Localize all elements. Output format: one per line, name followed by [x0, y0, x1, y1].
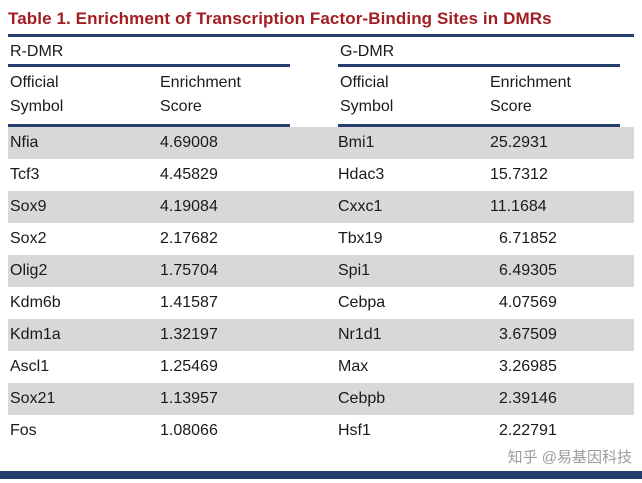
- g-score-cell: 2.39146: [499, 390, 557, 407]
- r-score-cell: 4.69008: [160, 134, 218, 151]
- r-score-cell: 4.45829: [160, 166, 218, 183]
- r-score-cell: 1.13957: [160, 390, 218, 407]
- r-symbol-cell: Tcf3: [10, 166, 40, 183]
- g-score-cell: 11.1684: [490, 198, 547, 215]
- g-score-cell: 4.07569: [499, 294, 557, 311]
- g-score-cell: 15.7312: [490, 166, 548, 183]
- header-official-symbol-r: Official Symbol: [8, 71, 160, 119]
- g-symbol-cell: Nr1d1: [338, 326, 382, 343]
- table-row: Kdm1a 1.32197 Nr1d1 3.67509: [8, 319, 634, 351]
- g-symbol-cell: Bmi1: [338, 134, 375, 151]
- g-symbol-cell: Hsf1: [338, 422, 371, 439]
- table-row: Sox21 1.13957 Cebpb 2.39146: [8, 383, 634, 415]
- table-row: Nfia 4.69008 Bmi1 25.2931: [8, 127, 634, 159]
- r-symbol-cell: Nfia: [10, 134, 39, 151]
- header-official-symbol-g-label: Official Symbol: [340, 74, 394, 115]
- r-score-cell: 1.32197: [160, 326, 218, 343]
- r-symbol-cell: Kdm6b: [10, 294, 61, 311]
- header-enrichment-score-g: Enrichment Score: [490, 71, 620, 119]
- g-score-cell: 6.49305: [499, 262, 557, 279]
- column-headers-g: Official Symbol Enrichment Score: [338, 67, 634, 127]
- r-score-cell: 1.08066: [160, 422, 218, 439]
- r-symbol-cell: Olig2: [10, 262, 48, 279]
- g-score-cell: 6.71852: [499, 230, 557, 247]
- table-row: Fos 1.08066 Hsf1 2.22791: [8, 415, 634, 447]
- header-enrichment-score-r-label: Enrichment Score: [160, 74, 241, 115]
- table-body: Nfia 4.69008 Bmi1 25.2931 Tcf3 4.45829 H…: [8, 127, 634, 447]
- group-header-row: R-DMR G-DMR: [8, 39, 634, 67]
- column-header-row: Official Symbol Enrichment Score Officia…: [8, 67, 634, 127]
- g-symbol-cell: Spi1: [338, 262, 371, 279]
- group-label-r-dmr: R-DMR: [8, 39, 290, 67]
- column-headers-r: Official Symbol Enrichment Score: [8, 67, 304, 127]
- r-score-cell: 1.41587: [160, 294, 218, 311]
- watermark: 知乎 @易基因科技: [507, 449, 632, 466]
- header-official-symbol-g: Official Symbol: [338, 71, 490, 119]
- group-r-dmr: R-DMR: [8, 39, 304, 67]
- header-enrichment-score-g-label: Enrichment Score: [490, 74, 571, 115]
- r-symbol-cell: Ascl1: [10, 358, 50, 375]
- table-row: Tcf3 4.45829 Hdac3 15.7312: [8, 159, 634, 191]
- table-row: Ascl1 1.25469 Max 3.26985: [8, 351, 634, 383]
- r-symbol-cell: Fos: [10, 422, 37, 439]
- column-headers-g-inner: Official Symbol Enrichment Score: [338, 67, 620, 127]
- group-gap: [304, 39, 338, 67]
- bottom-rule: [0, 471, 642, 479]
- header-official-symbol-r-label: Official Symbol: [10, 74, 64, 115]
- group-g-dmr: G-DMR: [338, 39, 634, 67]
- title-rule: [8, 34, 634, 37]
- table-1-panel: Table 1. Enrichment of Transcription Fac…: [8, 9, 634, 447]
- g-score-cell: 25.2931: [490, 134, 548, 151]
- table-row: Sox9 4.19084 Cxxc1 11.1684: [8, 191, 634, 223]
- g-score-cell: 2.22791: [499, 422, 557, 439]
- table-row: Kdm6b 1.41587 Cebpa 4.07569: [8, 287, 634, 319]
- r-symbol-cell: Kdm1a: [10, 326, 61, 343]
- g-symbol-cell: Cebpa: [338, 294, 386, 311]
- group-gap: [304, 67, 338, 127]
- r-score-cell: 2.17682: [160, 230, 218, 247]
- header-enrichment-score-r: Enrichment Score: [160, 71, 290, 119]
- table-row: Sox2 2.17682 Tbx19 6.71852: [8, 223, 634, 255]
- g-symbol-cell: Cebpb: [338, 390, 386, 407]
- r-score-cell: 4.19084: [160, 198, 218, 215]
- column-headers-r-inner: Official Symbol Enrichment Score: [8, 67, 290, 127]
- g-score-cell: 3.26985: [499, 358, 557, 375]
- g-symbol-cell: Hdac3: [338, 166, 385, 183]
- table-row: Olig2 1.75704 Spi1 6.49305: [8, 255, 634, 287]
- group-label-g-dmr: G-DMR: [338, 39, 620, 67]
- g-symbol-cell: Cxxc1: [338, 198, 383, 215]
- g-score-cell: 3.67509: [499, 326, 557, 343]
- g-symbol-cell: Max: [338, 358, 369, 375]
- g-symbol-cell: Tbx19: [338, 230, 383, 247]
- r-score-cell: 1.75704: [160, 262, 218, 279]
- table-title: Table 1. Enrichment of Transcription Fac…: [8, 9, 552, 28]
- r-score-cell: 1.25469: [160, 358, 218, 375]
- r-symbol-cell: Sox2: [10, 230, 47, 247]
- r-symbol-cell: Sox9: [10, 198, 47, 215]
- r-symbol-cell: Sox21: [10, 390, 56, 407]
